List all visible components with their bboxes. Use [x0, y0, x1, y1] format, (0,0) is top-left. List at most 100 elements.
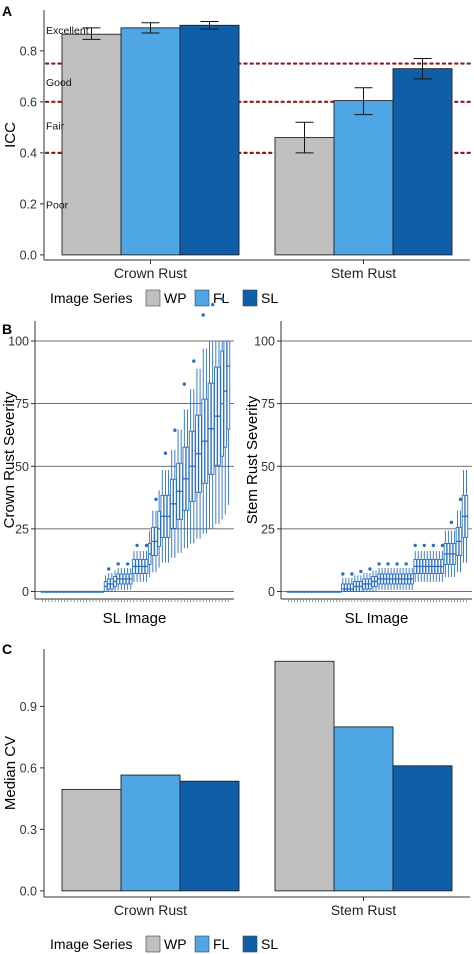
box-59: [226, 340, 231, 430]
legend-c: Image Series WP FL SL: [50, 935, 278, 953]
zone-label-fair: Fair: [46, 121, 65, 133]
box-outlier-54: [210, 302, 215, 307]
box-outlier-51: [201, 313, 205, 317]
panel-label-b: B: [2, 321, 12, 337]
bar-wp-0: [61, 33, 122, 256]
bar-fl-1: [333, 726, 394, 892]
box-outlier-45: [422, 543, 426, 548]
y-tick-label-4: 100: [8, 335, 29, 349]
box-outlier-18: [341, 572, 345, 576]
y-tick-label-4: 0.8: [20, 44, 37, 58]
box-outlier-30: [377, 562, 381, 566]
box-outlier-27: [368, 567, 372, 571]
bar-fl-0: [120, 27, 181, 256]
legend-label-sl: SL: [261, 936, 278, 952]
panel-a-icc-chart: Crown Rust Stem Rust 0.0 0.2 0.4 0.6 0.8 Excell…: [2, 10, 472, 281]
legend-title: Image Series: [50, 290, 132, 306]
y-tick-label-0: 0.0: [20, 248, 37, 262]
x-axis-title: SL Image: [345, 610, 409, 627]
y-tick-label-3: 0.9: [20, 700, 37, 714]
panel-b-crown-rust-boxplot: 0 25 50 75 100 SL Image Crown Rust Severity: [1, 297, 234, 627]
x-tick-label-1: Stem Rust: [331, 902, 396, 918]
y-axis-title: Crown Rust Severity: [1, 391, 18, 528]
box-outlier-51: [440, 543, 445, 548]
y-tick-label-3: 75: [15, 397, 29, 411]
y-tick-label-1: 25: [15, 522, 29, 536]
bar-sl-1: [392, 765, 453, 892]
box-outlier-42: [173, 428, 177, 432]
legend-label-wp: WP: [164, 290, 187, 306]
box-outlier-33: [386, 562, 390, 566]
legend-swatch-sl: [242, 289, 258, 307]
y-axis-title: ICC: [2, 122, 19, 148]
y-tick-label-2: 50: [15, 460, 29, 474]
box-20: [347, 583, 351, 592]
box-outlier-39: [404, 562, 408, 566]
bar-wp-1: [274, 137, 335, 256]
box-outlier-57: [458, 497, 463, 502]
box-outlier-54: [449, 520, 454, 525]
box-outlier-24: [116, 562, 120, 566]
y-tick-label-0: 0: [22, 585, 29, 599]
legend-swatch-fl: [194, 935, 210, 953]
y-tick-label-1: 0.2: [20, 197, 37, 211]
legend-title: Image Series: [50, 936, 132, 952]
box-58: [223, 340, 228, 448]
box-21: [350, 583, 354, 592]
y-tick-label-2: 50: [261, 460, 275, 474]
legend-swatch-wp: [145, 289, 161, 307]
y-tick-label-2: 0.4: [20, 146, 37, 160]
y-tick-label-3: 0.6: [20, 95, 37, 109]
y-tick-label-1: 25: [261, 522, 275, 536]
panel-label-a: A: [2, 3, 12, 19]
box-outlier-57: [220, 297, 224, 301]
x-tick-label-0: Crown Rust: [114, 265, 187, 281]
bar-wp-0: [61, 788, 122, 892]
bar-fl-1: [333, 100, 394, 256]
y-tick-label-4: 100: [254, 335, 275, 349]
panel-b-stem-rust-boxplot: 0 25 50 75 100 SL Image Stem Rust Severity: [244, 321, 472, 627]
bar-wp-1: [274, 660, 335, 892]
bar-sl-0: [179, 780, 240, 892]
y-tick-label-1: 0.3: [20, 823, 37, 837]
x-axis-title: SL Image: [103, 610, 167, 627]
box-outlier-21: [350, 572, 354, 576]
zone-label-poor: Poor: [46, 200, 69, 212]
panel-label-c: C: [2, 641, 12, 657]
x-tick-label-1: Stem Rust: [331, 265, 396, 281]
box-outlier-48: [431, 543, 436, 548]
box-outlier-36: [395, 562, 399, 566]
y-tick-label-3: 75: [261, 397, 275, 411]
box-outlier-21: [107, 567, 111, 571]
panel-c-median-cv-chart: Crown Rust Stem Rust 0.0 0.3 0.6 0.9 Median CV: [2, 649, 470, 918]
y-axis-title: Stem Rust Severity: [244, 395, 261, 524]
y-axis-title: Median CV: [2, 736, 19, 810]
bar-sl-1: [392, 68, 453, 256]
box-18: [341, 583, 345, 592]
box-outlier-39: [163, 451, 168, 455]
box-outlier-36: [154, 497, 158, 502]
legend-swatch-fl: [194, 289, 210, 307]
box-outlier-30: [135, 543, 139, 548]
legend-label-fl: FL: [213, 936, 230, 952]
zone-label-good: Good: [46, 77, 72, 89]
box-outlier-42: [413, 543, 417, 548]
box-outlier-27: [125, 562, 130, 566]
y-tick-label-2: 0.6: [20, 761, 37, 775]
y-tick-label-0: 0.0: [20, 884, 37, 898]
legend-label-sl: SL: [261, 290, 278, 306]
x-tick-label-0: Crown Rust: [114, 902, 187, 918]
legend-swatch-wp: [145, 935, 161, 953]
bar-fl-0: [120, 774, 181, 892]
box-outlier-48: [192, 359, 196, 363]
legend-label-wp: WP: [164, 936, 187, 952]
y-tick-label-0: 0: [268, 585, 275, 599]
box-outlier-45: [182, 382, 187, 386]
box-outlier-24: [359, 569, 363, 574]
legend-swatch-sl: [242, 935, 258, 953]
bar-sl-0: [179, 24, 240, 256]
box-outlier-33: [144, 543, 149, 548]
box-19: [344, 583, 348, 592]
